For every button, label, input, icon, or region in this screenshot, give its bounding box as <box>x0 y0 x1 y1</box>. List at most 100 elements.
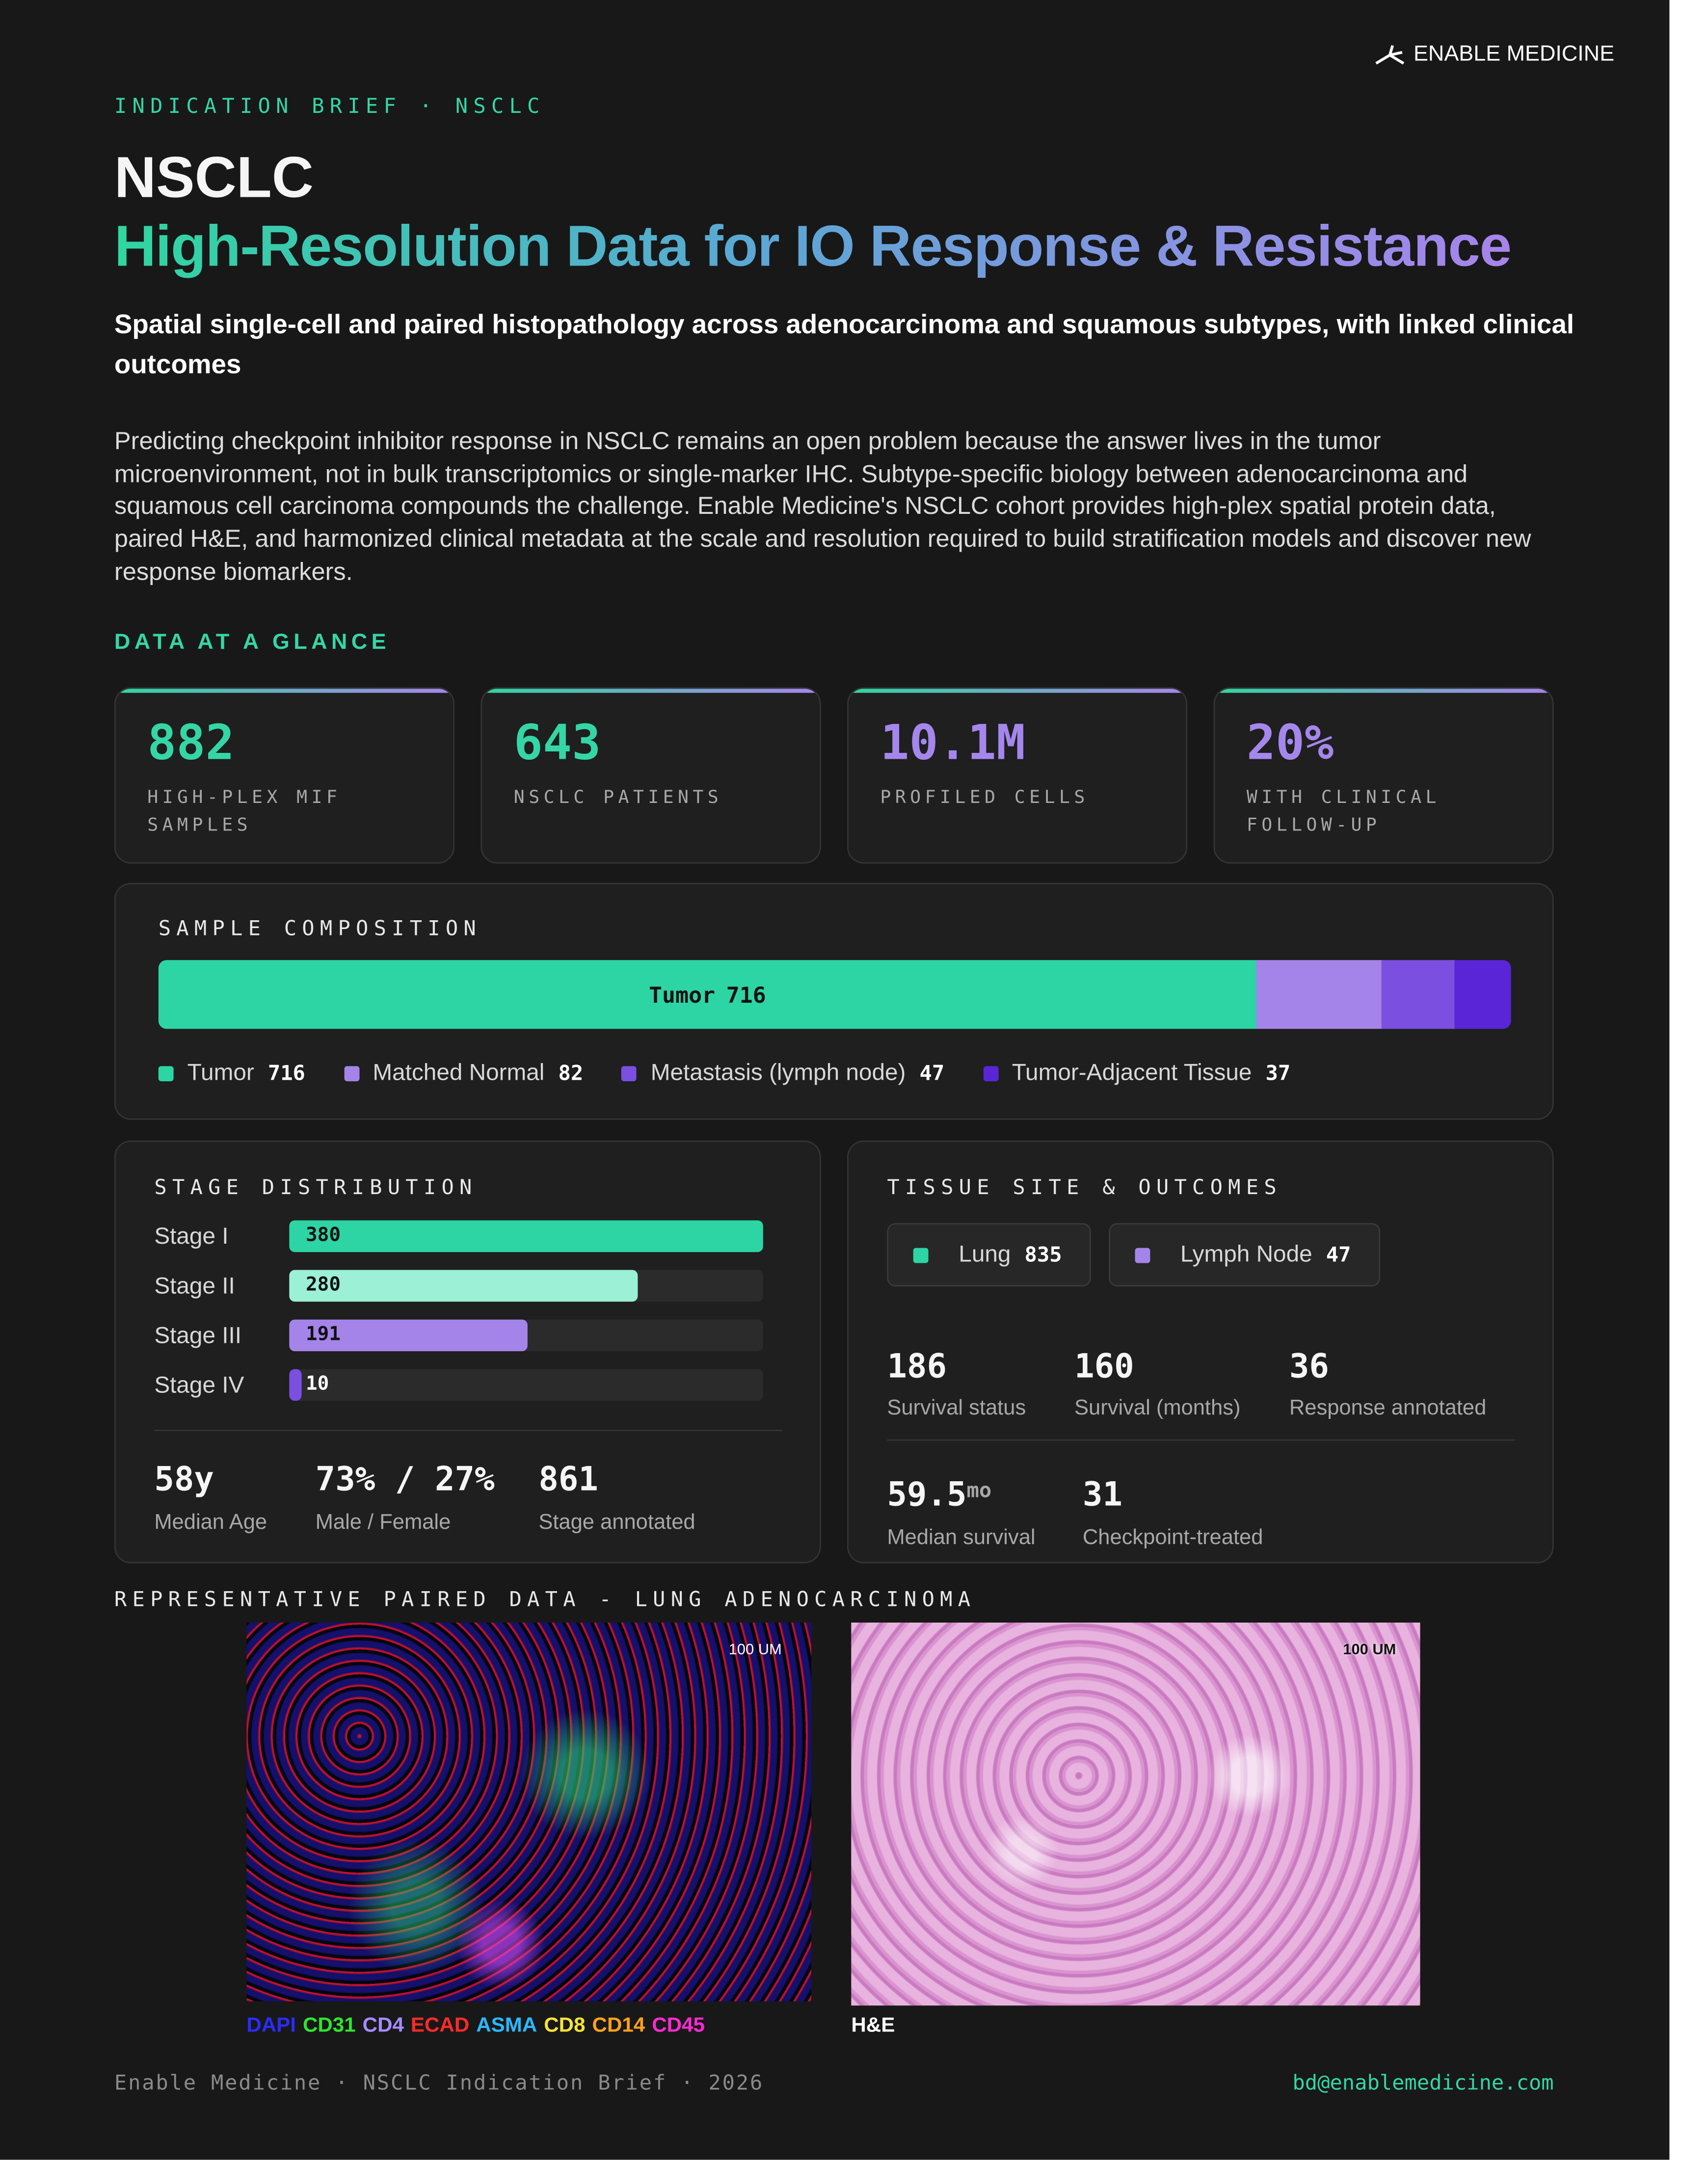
stat-card: 20% WITH CLINICAL FOLLOW-UP <box>1213 687 1554 864</box>
card-accent <box>482 689 820 693</box>
legend-item: Tumor 716 <box>158 1059 305 1087</box>
site-chip: Lymph Node 47 <box>1108 1223 1380 1287</box>
channel-name: ASMA <box>476 2014 537 2037</box>
site-name: Lung <box>959 1241 1011 1267</box>
legend-name: Matched Normal <box>373 1059 545 1086</box>
legend-swatch <box>158 1065 174 1081</box>
legend-swatch <box>621 1065 637 1081</box>
legend-item: Metastasis (lymph node) 47 <box>621 1059 945 1087</box>
scale-label: 100 UM <box>728 1642 782 1658</box>
footer-left: Enable Medicine · NSCLC Indication Brief… <box>114 2070 764 2095</box>
stage-bar <box>289 1220 763 1253</box>
stat-value: 58y <box>154 1460 214 1499</box>
composition-segment: Tumor 716 <box>158 960 1256 1029</box>
site-chips: Lung 835 Lymph Node 47 <box>887 1223 1380 1287</box>
card-value: 10.1M <box>880 716 1026 772</box>
card-label: PROFILED CELLS <box>880 788 1089 809</box>
stage-label: Stage IV <box>154 1372 244 1398</box>
stat-value: 36 <box>1289 1347 1329 1386</box>
stat-label: Response annotated <box>1289 1396 1487 1420</box>
legend-name: Metastasis (lymph node) <box>650 1059 906 1086</box>
tissue-panel: TISSUE SITE & OUTCOMES Lung 835 Lymph Node 4… <box>847 1140 1554 1564</box>
subtitle: Spatial single-cell and paired histopath… <box>114 310 1575 380</box>
scale-label: 100 UM <box>1343 1642 1396 1658</box>
stat-value: 160 <box>1074 1347 1134 1386</box>
brand-logo <box>1375 45 1405 65</box>
stage-value: 10 <box>306 1373 329 1395</box>
composition-legend: Tumor 716 Matched Normal 82 Metastasis (lymp… <box>158 1059 1291 1087</box>
channel-name: DAPI <box>246 2014 296 2037</box>
stage-label: Stage II <box>154 1273 235 1299</box>
card-value: 20% <box>1246 716 1334 772</box>
stage-panel: STAGE DISTRIBUTION Stage I 380 Stage II 280 S… <box>114 1140 821 1564</box>
stage-track: 380 <box>289 1220 763 1253</box>
card-value: 643 <box>513 716 601 772</box>
stat-value: 59.5mo <box>887 1475 991 1514</box>
stage-value: 280 <box>306 1274 341 1296</box>
site-swatch <box>1135 1247 1150 1263</box>
stage-label: Stage I <box>154 1223 229 1250</box>
stat-value: 31 <box>1083 1475 1122 1514</box>
channel-name: CD8 <box>544 2014 586 2037</box>
divider <box>887 1439 1516 1441</box>
section-heading: REPRESENTATIVE PAIRED DATA - LUNG ADENOC… <box>114 1587 976 1612</box>
stage-label: Stage III <box>154 1322 242 1349</box>
stage-bar <box>289 1319 528 1352</box>
stage-track: 10 <box>289 1369 763 1401</box>
channel-legend: DAPI CD31 CD4 ECAD ASMA CD8 CD14 CD45 <box>246 2014 705 2037</box>
stat-label: Survival status <box>887 1396 1026 1420</box>
composition-bar: Tumor 716 <box>158 960 1511 1029</box>
stat-label: Stage annotated <box>538 1511 695 1535</box>
mif-image <box>246 1622 811 2001</box>
stage-track: 280 <box>289 1270 763 1302</box>
page: ENABLE MEDICINE INDICATION BRIEF · NSCLC N… <box>0 0 1670 2160</box>
stat-label: Median Age <box>154 1511 267 1535</box>
segment-value: 716 <box>726 981 766 1008</box>
intro: Predicting checkpoint inhibitor response… <box>114 427 1531 586</box>
legend-value: 37 <box>1265 1060 1291 1086</box>
composition-segment <box>1454 960 1511 1029</box>
section-heading: DATA AT A GLANCE <box>114 631 391 655</box>
title: NSCLC <box>114 144 314 210</box>
legend-value: 716 <box>267 1060 305 1086</box>
legend-item: Tumor-Adjacent Tissue 37 <box>983 1059 1290 1087</box>
legend-name: Tumor <box>187 1059 254 1086</box>
stat-unit: mo <box>966 1478 992 1503</box>
stat-card: 643 NSCLC PATIENTS <box>480 687 821 864</box>
channel-name: ECAD <box>410 2014 470 2037</box>
stat-card: 882 HIGH-PLEX MIF SAMPLES <box>114 687 455 864</box>
legend-item: Matched Normal 82 <box>344 1059 583 1087</box>
site-swatch <box>913 1247 929 1263</box>
brand-name: ENABLE MEDICINE <box>1413 42 1615 66</box>
brand: ENABLE MEDICINE <box>1375 43 1614 68</box>
stat-label: Survival (months) <box>1074 1396 1241 1420</box>
channel-name: CD14 <box>592 2014 645 2037</box>
stat-number: 31 <box>1082 1475 1122 1514</box>
he-image <box>851 1622 1420 2006</box>
image-caption: H&E <box>851 2014 895 2037</box>
stage-bar <box>289 1369 302 1401</box>
stage-value: 380 <box>306 1224 341 1247</box>
legend-value: 47 <box>919 1060 945 1086</box>
card-accent <box>115 689 454 693</box>
legend-swatch <box>344 1065 359 1081</box>
card-value: 882 <box>147 716 235 772</box>
card-accent <box>848 689 1186 693</box>
legend-value: 82 <box>558 1060 584 1086</box>
card-accent <box>1215 689 1552 693</box>
card-label: NSCLC PATIENTS <box>513 788 723 809</box>
headline: High-Resolution Data for IO Response & R… <box>114 213 1512 280</box>
stat-value: 186 <box>887 1347 947 1386</box>
eyebrow: INDICATION BRIEF · NSCLC <box>114 93 545 119</box>
composition-segment <box>1382 960 1455 1029</box>
footer-right: bd@enablemedicine.com <box>1292 2070 1554 2095</box>
stat-value: 73% / 27% <box>315 1460 495 1499</box>
composition-panel: SAMPLE COMPOSITION Tumor 716 Tumor 716 Matche… <box>114 882 1554 1120</box>
site-value: 835 <box>1024 1242 1062 1267</box>
card-label: HIGH-PLEX MIF SAMPLES <box>147 788 342 836</box>
site-name: Lymph Node <box>1180 1241 1312 1267</box>
panel-heading: SAMPLE COMPOSITION <box>158 916 482 941</box>
legend-name: Tumor-Adjacent Tissue <box>1012 1059 1252 1086</box>
segment-name: Tumor <box>648 981 716 1008</box>
